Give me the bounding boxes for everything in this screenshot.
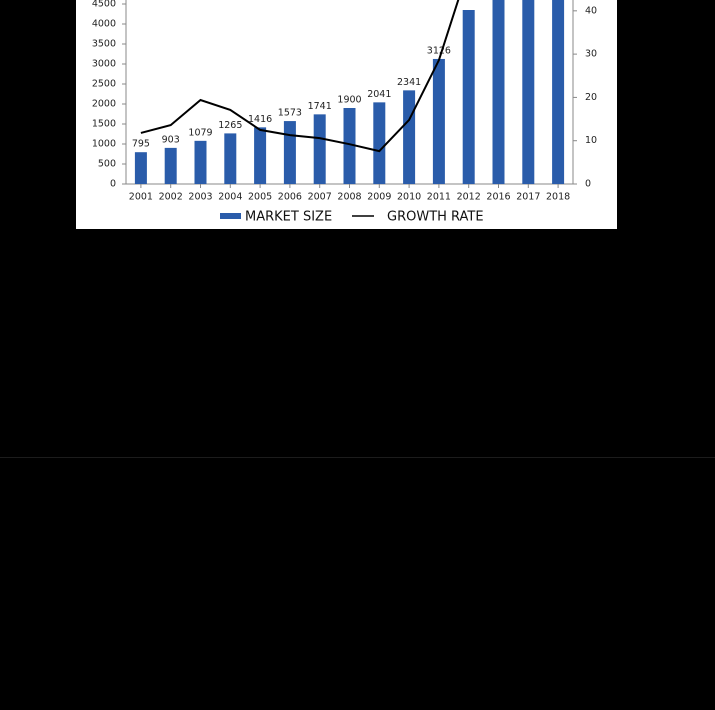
chart: 0 500 1000 1500 2000 2500 3000 3500 4000 4500 0 10 2… xyxy=(92,0,597,225)
legend-label: MARKET SIZE xyxy=(245,210,332,225)
bar xyxy=(254,127,267,184)
legend-label: GROWTH RATE xyxy=(387,210,484,225)
bar xyxy=(492,0,505,184)
y2-tick-label: 0 xyxy=(585,179,591,190)
y2-tick-label: 40 xyxy=(585,5,597,16)
bar-value-label: 795 xyxy=(132,139,150,150)
bar-value-label: 1265 xyxy=(218,120,242,131)
bar xyxy=(432,58,445,184)
y-tick-label: 2500 xyxy=(92,79,116,90)
bar-value-label: 1079 xyxy=(188,127,212,138)
x-tick-label: 2007 xyxy=(308,192,332,203)
x-tick-label: 2002 xyxy=(159,192,183,203)
x-tick-label: 2008 xyxy=(337,192,361,203)
x-tick-label: 2001 xyxy=(129,192,153,203)
y-tick-label: 3000 xyxy=(92,59,116,70)
bar xyxy=(403,90,416,184)
bar xyxy=(343,108,356,184)
bar xyxy=(224,133,237,184)
legend-swatch xyxy=(220,213,241,219)
x-tick-label: 2005 xyxy=(248,192,272,203)
x-tick-label: 2012 xyxy=(457,192,481,203)
bar-value-label: 1900 xyxy=(337,95,361,106)
y-tick-label: 3500 xyxy=(92,39,116,50)
y-tick-label: 4500 xyxy=(92,0,116,10)
y-tick-label: 500 xyxy=(98,159,116,170)
x-tick-label: 2010 xyxy=(397,192,421,203)
y-tick-label: 4000 xyxy=(92,19,116,30)
x-tick-label: 2017 xyxy=(516,192,540,203)
y-tick-label: 2000 xyxy=(92,99,116,110)
bar-value-label: 1416 xyxy=(248,114,272,125)
bar xyxy=(164,147,177,184)
x-tick-label: 2006 xyxy=(278,192,302,203)
bar xyxy=(313,114,326,184)
y2-tick-label: 10 xyxy=(585,135,597,146)
bar-value-label: 2341 xyxy=(397,77,421,88)
bar-value-label: 3126 xyxy=(427,45,451,56)
x-tick-label: 2009 xyxy=(367,192,391,203)
bar xyxy=(134,152,147,184)
bar-value-label: 2041 xyxy=(367,89,391,100)
x-tick-label: 2018 xyxy=(546,192,570,203)
x-tick-label: 2004 xyxy=(218,192,242,203)
bar xyxy=(552,0,565,184)
y2-tick-label: 30 xyxy=(585,49,597,60)
bar xyxy=(283,121,296,184)
bar-value-label: 903 xyxy=(162,134,180,145)
bar xyxy=(462,10,475,184)
growth-line xyxy=(140,0,460,153)
bar xyxy=(522,0,535,184)
bar-value-label: 1573 xyxy=(278,108,302,119)
y2-tick-label: 20 xyxy=(585,92,597,103)
bar xyxy=(194,140,207,184)
y-tick-label: 1000 xyxy=(92,139,116,150)
x-tick-label: 2016 xyxy=(486,192,510,203)
x-tick-label: 2011 xyxy=(427,192,451,203)
bar xyxy=(373,102,386,184)
y-tick-label: 0 xyxy=(110,179,116,190)
x-tick-label: 2003 xyxy=(188,192,212,203)
bar-value-label: 1741 xyxy=(308,101,332,112)
y-tick-label: 1500 xyxy=(92,119,116,130)
